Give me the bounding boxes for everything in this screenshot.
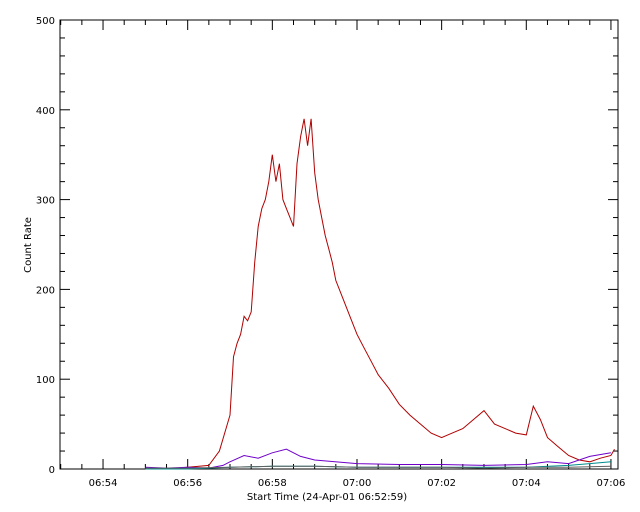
x-axis: 06:54 06:56 06:58 07:00 07:02 07:04 07:06 (60, 20, 626, 489)
y-tick-label: 400 (36, 106, 55, 117)
x-tick-label: 07:04 (512, 478, 541, 489)
y-tick-label: 300 (36, 196, 55, 207)
y-tick-label: 500 (36, 16, 55, 27)
x-axis-title: Start Time (24-Apr-01 06:52:59) (247, 492, 407, 503)
series-lines (145, 118, 615, 470)
plot-frame (59, 19, 619, 470)
y-axis-title: Count Rate (23, 217, 34, 273)
x-tick-label: 06:56 (173, 478, 202, 489)
series-line-4 (145, 465, 611, 469)
x-tick-label: 07:02 (427, 478, 456, 489)
x-tick-label: 06:58 (258, 478, 287, 489)
x-tick-label: 07:00 (343, 478, 372, 489)
x-tick-label: 06:54 (89, 478, 118, 489)
x-tick-label: 07:06 (597, 478, 626, 489)
y-tick-label: 200 (36, 285, 55, 296)
y-tick-label: 0 (49, 465, 55, 476)
y-axis: 0 100 200 300 400 500 (36, 16, 618, 476)
y-tick-label: 100 (36, 375, 55, 386)
series-line-1 (145, 118, 615, 470)
